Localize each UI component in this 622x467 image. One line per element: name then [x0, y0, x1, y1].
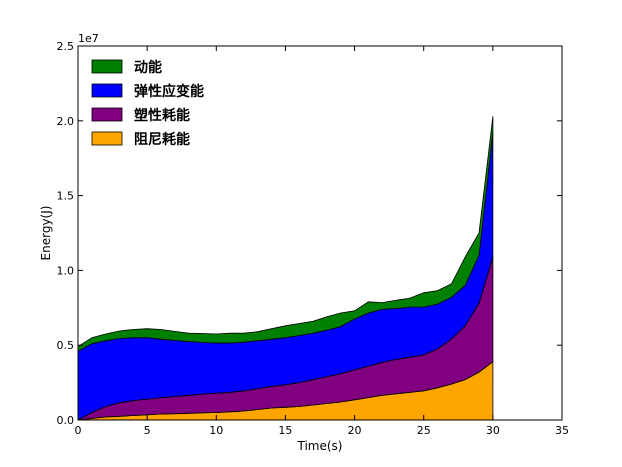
legend-label: 塑性耗能 [134, 107, 190, 124]
x-tick-label: 0 [75, 424, 82, 437]
legend-label: 弹性应变能 [134, 83, 204, 100]
x-tick-label: 35 [555, 424, 569, 437]
y-tick-label: 1.5 [57, 190, 75, 203]
plot-frame [77, 45, 563, 421]
y-tick-label: 2.0 [57, 115, 75, 128]
legend-swatch [91, 83, 123, 98]
x-tick-label: 15 [278, 424, 292, 437]
x-tick-label: 20 [348, 424, 362, 437]
y-axis: 0.0 0.5 1.0 1.5 2.0 2.5 [57, 40, 562, 427]
legend-label: 阻尼耗能 [134, 131, 190, 148]
y-tick-label: 0.5 [57, 339, 75, 352]
x-axis-label: Time(s) [297, 439, 343, 453]
area-series-3 [77, 116, 494, 352]
y-axis-label: Energy(J) [39, 206, 53, 261]
legend-swatch [91, 107, 123, 122]
legend-swatch [91, 59, 123, 74]
y-tick-label: 1.0 [57, 264, 75, 277]
y-tick-label: 2.5 [57, 40, 75, 53]
legend-swatch [91, 131, 123, 146]
y-offset-label: 1e7 [78, 32, 99, 45]
y-tick-label: 0.0 [57, 414, 75, 427]
x-axis: 0 5 10 15 20 25 30 35 [75, 46, 569, 437]
x-tick-label: 10 [209, 424, 223, 437]
x-tick-label: 5 [144, 424, 151, 437]
x-tick-label: 30 [486, 424, 500, 437]
x-tick-label: 25 [417, 424, 431, 437]
legend-label: 动能 [134, 59, 162, 76]
